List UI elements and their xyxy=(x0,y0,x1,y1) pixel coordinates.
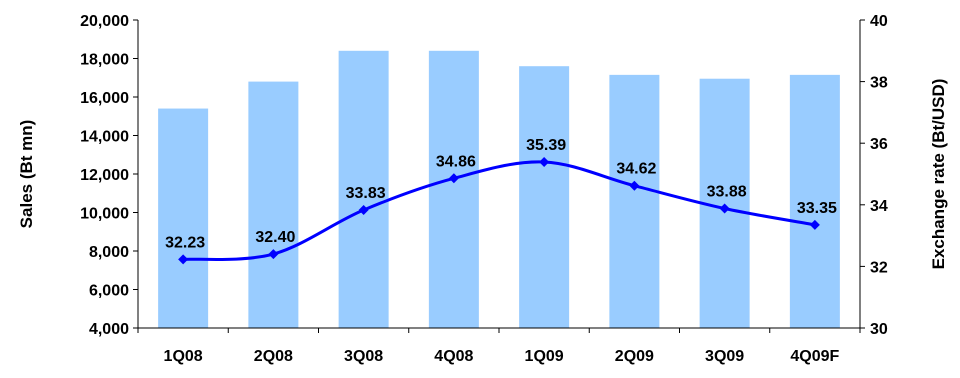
y-tick-label: 6,000 xyxy=(89,283,129,300)
line-marker-1q09 xyxy=(539,156,550,167)
right-axis-ticks: 30 32 34 36 38 40 xyxy=(860,13,888,338)
x-tick-label: 3Q09 xyxy=(705,348,744,365)
data-label-2q09: 34.62 xyxy=(616,161,656,178)
data-label-1q09: 35.39 xyxy=(526,137,566,154)
data-label-3q08: 33.83 xyxy=(346,185,386,202)
line-marker-2q08 xyxy=(268,249,279,260)
bar-1q09 xyxy=(519,66,570,328)
data-label-1q08: 32.23 xyxy=(165,234,205,251)
y-tick-label: 20,000 xyxy=(80,13,129,30)
y2-tick-label: 38 xyxy=(870,75,888,92)
line-marker-4q08 xyxy=(448,173,459,184)
x-tick-label: 1Q08 xyxy=(164,348,203,365)
x-tick-label: 3Q08 xyxy=(344,348,383,365)
bar-3q08 xyxy=(338,50,389,329)
line-markers xyxy=(178,156,820,265)
y2-tick-label: 34 xyxy=(870,198,888,215)
y-tick-label: 10,000 xyxy=(80,206,129,223)
bar-1q08 xyxy=(158,108,209,328)
line-marker-1q08 xyxy=(178,254,189,265)
x-tick-label: 4Q08 xyxy=(434,348,473,365)
line-series-exchange-rate xyxy=(183,160,816,261)
x-tick-label: 1Q09 xyxy=(525,348,564,365)
data-label-2q08: 32.40 xyxy=(255,229,295,246)
axes xyxy=(137,20,861,329)
bar-2q09 xyxy=(609,74,660,328)
line-marker-4q09f xyxy=(809,219,820,230)
bar-4q08 xyxy=(428,50,479,329)
y2-tick-label: 36 xyxy=(870,136,888,153)
left-axis-title: Sales (Bt mn) xyxy=(17,120,36,229)
line-marker-2q09 xyxy=(629,180,640,191)
line-data-labels: 32.23 32.40 33.83 34.86 35.39 34.62 33.88 33.35 xyxy=(165,137,837,251)
y-tick-label: 4,000 xyxy=(89,321,129,338)
y-tick-label: 18,000 xyxy=(80,52,129,69)
x-tick-label: 2Q09 xyxy=(615,348,654,365)
x-axis-ticks: 1Q08 2Q08 3Q08 4Q08 1Q09 2Q09 3Q09 4Q09F xyxy=(137,328,861,365)
line-marker-3q08 xyxy=(358,205,369,216)
left-axis-ticks: 4,000 6,000 8,000 10,000 12,000 14,000 16,000 1… xyxy=(80,13,138,338)
line-marker-3q09 xyxy=(719,203,730,214)
data-label-4q08: 34.86 xyxy=(436,153,476,170)
data-label-4q09f: 33.35 xyxy=(797,200,837,217)
x-tick-label: 4Q09F xyxy=(790,348,839,365)
y-tick-label: 14,000 xyxy=(80,129,129,146)
y2-tick-label: 30 xyxy=(870,321,888,338)
bar-4q09f xyxy=(789,74,840,328)
right-axis-title: Exchange rate (Bt/USD) xyxy=(929,79,948,270)
data-label-3q09: 33.88 xyxy=(707,183,747,200)
y-tick-label: 12,000 xyxy=(80,167,129,184)
y2-tick-label: 32 xyxy=(870,259,888,276)
bar-2q08 xyxy=(248,81,299,328)
y-tick-label: 16,000 xyxy=(80,90,129,107)
x-tick-label: 2Q08 xyxy=(254,348,293,365)
y-tick-label: 8,000 xyxy=(89,244,129,261)
bar-series-sales xyxy=(158,50,840,329)
y2-tick-label: 40 xyxy=(870,13,888,30)
